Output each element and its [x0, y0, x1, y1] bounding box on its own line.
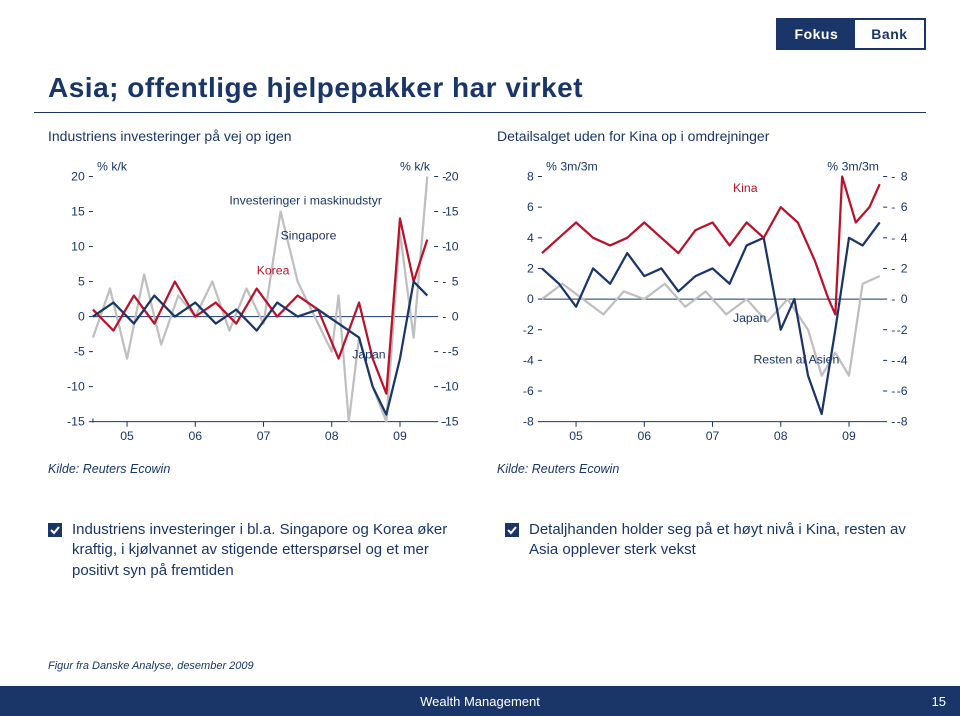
svg-text:2: 2 — [901, 262, 908, 276]
chart1-svg: 2020-1515-1010-55-00--5-5--10-10--15-15-… — [48, 152, 477, 458]
svg-text:0: 0 — [452, 310, 459, 324]
svg-text:15: 15 — [445, 205, 459, 219]
svg-text:-: - — [442, 275, 446, 289]
svg-text:-: - — [891, 231, 895, 245]
chart-investments: Industriens investeringer på vej op igen… — [48, 128, 477, 476]
chart1-source: Kilde: Reuters Ecowin — [48, 462, 477, 476]
svg-text:5: 5 — [452, 275, 459, 289]
svg-text:-: - — [442, 205, 446, 219]
svg-text:% 3m/3m: % 3m/3m — [827, 159, 879, 173]
svg-text:07: 07 — [257, 429, 271, 443]
logo-right: Bank — [855, 20, 924, 48]
svg-text:15: 15 — [71, 205, 85, 219]
svg-text:06: 06 — [188, 429, 202, 443]
bullet-icon — [505, 523, 519, 537]
svg-text:-5: -5 — [74, 345, 85, 359]
svg-text:-: - — [891, 262, 895, 276]
bullet-left: Industriens investeringer i bl.a. Singap… — [48, 520, 469, 581]
svg-text:-5: -5 — [448, 345, 459, 359]
svg-text:09: 09 — [842, 429, 856, 443]
svg-text:-: - — [891, 323, 895, 337]
svg-text:-: - — [891, 415, 895, 429]
svg-text:0: 0 — [78, 310, 85, 324]
svg-text:-4: -4 — [897, 353, 908, 367]
svg-text:10: 10 — [445, 240, 459, 254]
bullet-icon — [48, 523, 62, 537]
svg-text:Kina: Kina — [733, 181, 758, 195]
title-rule — [34, 112, 926, 113]
svg-text:-: - — [891, 353, 895, 367]
chart2-svg: 88-66-44-22-00--2-2--4-4--6-6--8-8-05060… — [497, 152, 926, 458]
svg-text:05: 05 — [569, 429, 583, 443]
svg-text:07: 07 — [706, 429, 720, 443]
bullets-row: Industriens investeringer i bl.a. Singap… — [48, 520, 926, 581]
bullet-right: Detaljhanden holder seg på et høyt nivå … — [505, 520, 926, 581]
svg-text:06: 06 — [637, 429, 651, 443]
svg-text:-: - — [891, 200, 895, 214]
svg-text:0: 0 — [901, 292, 908, 306]
svg-text:-: - — [442, 345, 446, 359]
svg-text:-: - — [442, 170, 446, 184]
chart2-source: Kilde: Reuters Ecowin — [497, 462, 926, 476]
footer-title: Wealth Management — [420, 694, 540, 709]
svg-text:Resten af Asien: Resten af Asien — [753, 352, 839, 366]
svg-text:8: 8 — [901, 170, 908, 184]
svg-text:6: 6 — [901, 200, 908, 214]
svg-text:Korea: Korea — [257, 264, 290, 278]
svg-text:-8: -8 — [523, 415, 534, 429]
bullet-right-text: Detaljhanden holder seg på et høyt nivå … — [529, 520, 926, 561]
svg-text:-: - — [442, 380, 446, 394]
svg-text:8: 8 — [527, 170, 534, 184]
svg-text:-: - — [442, 240, 446, 254]
svg-text:-8: -8 — [897, 415, 908, 429]
svg-text:0: 0 — [527, 292, 534, 306]
svg-text:20: 20 — [71, 170, 85, 184]
svg-text:Singapore: Singapore — [281, 229, 337, 243]
svg-text:4: 4 — [527, 231, 534, 245]
slide-title: Asia; offentlige hjelpepakker har virket — [48, 72, 583, 104]
svg-text:2: 2 — [527, 262, 534, 276]
svg-text:-: - — [891, 384, 895, 398]
footer-page: 15 — [932, 694, 946, 709]
chart-retail: Detailsalget uden for Kina op i omdrejni… — [497, 128, 926, 476]
svg-text:% k/k: % k/k — [97, 159, 128, 173]
brand-logo: Fokus Bank — [776, 18, 926, 50]
svg-text:-4: -4 — [523, 353, 534, 367]
svg-text:-2: -2 — [897, 323, 908, 337]
svg-text:-: - — [442, 415, 446, 429]
svg-text:09: 09 — [393, 429, 407, 443]
svg-text:-: - — [891, 170, 895, 184]
svg-text:20: 20 — [445, 170, 459, 184]
chart2-title: Detailsalget uden for Kina op i omdrejni… — [497, 128, 926, 144]
svg-text:-6: -6 — [523, 384, 534, 398]
svg-text:-6: -6 — [897, 384, 908, 398]
charts-row: Industriens investeringer på vej op igen… — [48, 128, 926, 476]
svg-text:-2: -2 — [523, 323, 534, 337]
svg-text:Japan: Japan — [733, 311, 767, 325]
svg-text:-10: -10 — [67, 380, 85, 394]
footer-bar: Wealth Management 15 — [0, 686, 960, 716]
svg-text:08: 08 — [774, 429, 788, 443]
svg-text:-: - — [442, 310, 446, 324]
svg-text:% k/k: % k/k — [400, 159, 431, 173]
svg-text:6: 6 — [527, 200, 534, 214]
chart1-title: Industriens investeringer på vej op igen — [48, 128, 477, 144]
figure-credit: Figur fra Danske Analyse, desember 2009 — [48, 660, 254, 672]
svg-text:08: 08 — [325, 429, 339, 443]
svg-text:05: 05 — [120, 429, 134, 443]
bullet-left-text: Industriens investeringer i bl.a. Singap… — [72, 520, 469, 581]
svg-text:-15: -15 — [67, 415, 85, 429]
svg-text:-: - — [891, 292, 895, 306]
svg-text:4: 4 — [901, 231, 908, 245]
svg-text:5: 5 — [78, 275, 85, 289]
svg-text:Investeringer i maskinudstyr: Investeringer i maskinudstyr — [229, 194, 382, 208]
logo-left: Fokus — [778, 20, 855, 48]
svg-text:% 3m/3m: % 3m/3m — [546, 159, 598, 173]
svg-text:10: 10 — [71, 240, 85, 254]
svg-text:Japan: Japan — [352, 348, 386, 362]
